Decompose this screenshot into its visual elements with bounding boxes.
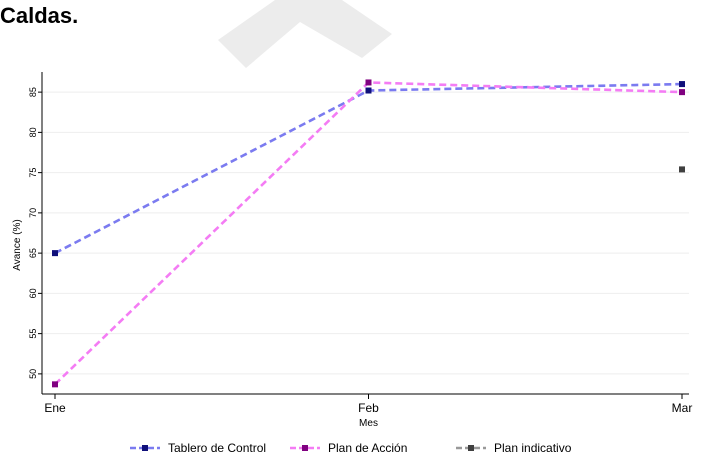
x-tick-label: Feb (358, 401, 379, 415)
data-point (365, 79, 372, 86)
y-tick-label: 60 (28, 288, 38, 298)
legend-label: Tablero de Control (168, 441, 266, 455)
y-tick-label: 65 (28, 248, 38, 258)
series-line (54, 82, 683, 255)
grid-lines (42, 91, 689, 375)
chart-legend: Tablero de Control Plan de Acción Plan ind… (130, 441, 572, 455)
page-heading: Caldas. (0, 3, 79, 28)
series-line (54, 81, 683, 386)
data-point (365, 87, 372, 94)
y-tick-label: 80 (28, 127, 38, 137)
data-point (679, 81, 685, 88)
legend-label: Plan de Acción (328, 441, 407, 455)
legend-marker (302, 445, 308, 451)
x-tick-label: Mar (672, 401, 693, 415)
y-tick-label: 75 (28, 168, 38, 178)
x-axis-title: Mes (359, 418, 378, 429)
y-tick-label: 55 (28, 329, 38, 339)
legend-marker (142, 445, 148, 451)
data-point (679, 166, 685, 173)
x-tick-label: Ene (44, 401, 66, 415)
data-point (52, 250, 58, 257)
y-tick-label: 85 (28, 87, 38, 97)
data-point (52, 381, 58, 388)
y-tick-label: 50 (28, 369, 38, 379)
chart-series (52, 79, 685, 388)
chart-axes: 50 55 60 65 70 75 80 85 Ene Feb Mar Mes Avance (%) (12, 72, 692, 429)
data-point (679, 89, 685, 96)
legend-label: Plan indicativo (494, 441, 572, 455)
y-axis-title: Avance (%) (12, 219, 23, 271)
legend-marker (468, 445, 474, 451)
y-tick-label: 70 (28, 208, 38, 218)
